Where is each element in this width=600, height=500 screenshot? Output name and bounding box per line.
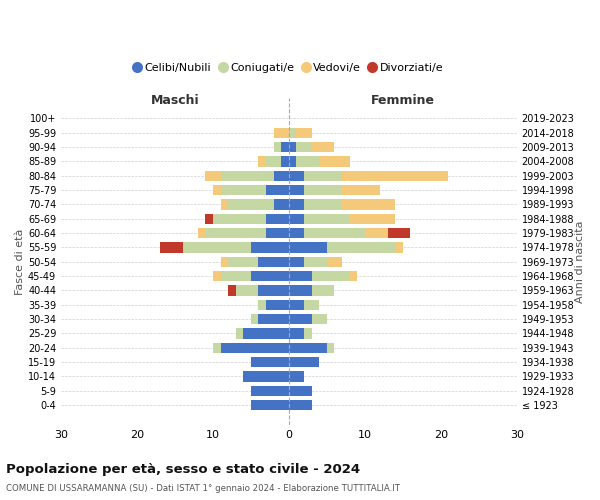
Bar (266, 185, 289, 195)
Bar (319, 156, 350, 166)
Bar (251, 271, 289, 281)
Bar (289, 170, 304, 181)
Bar (395, 242, 403, 252)
Bar (289, 199, 304, 209)
Bar (304, 300, 319, 310)
Bar (205, 228, 266, 238)
Bar (198, 228, 205, 238)
Legend: Celibi/Nubili, Coniugati/e, Vedovi/e, Divorziati/e: Celibi/Nubili, Coniugati/e, Vedovi/e, Di… (130, 58, 448, 78)
Bar (289, 372, 304, 382)
Bar (327, 342, 334, 353)
Bar (289, 314, 311, 324)
Bar (228, 256, 259, 267)
Bar (266, 214, 289, 224)
Bar (304, 328, 311, 338)
Bar (251, 400, 289, 410)
Bar (289, 128, 296, 138)
Bar (350, 271, 357, 281)
Bar (266, 300, 289, 310)
Bar (350, 214, 395, 224)
Bar (259, 286, 289, 296)
Bar (365, 228, 388, 238)
Bar (205, 170, 221, 181)
Bar (251, 357, 289, 368)
Bar (311, 314, 327, 324)
Bar (274, 199, 289, 209)
Bar (289, 156, 296, 166)
Bar (259, 314, 289, 324)
Bar (304, 185, 342, 195)
Y-axis label: Fasce di età: Fasce di età (15, 228, 25, 295)
Bar (289, 256, 304, 267)
Bar (228, 199, 274, 209)
Bar (311, 271, 350, 281)
Text: Maschi: Maschi (151, 94, 199, 107)
Bar (296, 142, 311, 152)
Bar (243, 328, 289, 338)
Bar (236, 328, 243, 338)
Bar (228, 286, 236, 296)
Bar (221, 170, 274, 181)
Bar (221, 256, 228, 267)
Bar (289, 142, 296, 152)
Bar (304, 256, 327, 267)
Bar (266, 156, 281, 166)
Bar (251, 386, 289, 396)
Text: Femmine: Femmine (371, 94, 435, 107)
Bar (304, 214, 350, 224)
Bar (289, 400, 311, 410)
Bar (388, 228, 410, 238)
Bar (221, 342, 289, 353)
Bar (213, 271, 221, 281)
Bar (342, 199, 395, 209)
Bar (236, 286, 259, 296)
Bar (296, 156, 319, 166)
Bar (289, 271, 311, 281)
Bar (251, 314, 259, 324)
Bar (274, 128, 289, 138)
Bar (274, 170, 289, 181)
Bar (304, 228, 365, 238)
Text: COMUNE DI USSARAMANNA (SU) - Dati ISTAT 1° gennaio 2024 - Elaborazione TUTTITALI: COMUNE DI USSARAMANNA (SU) - Dati ISTAT … (6, 484, 400, 493)
Bar (289, 214, 304, 224)
Bar (205, 214, 213, 224)
Bar (311, 286, 334, 296)
Bar (243, 372, 289, 382)
Bar (281, 156, 289, 166)
Bar (274, 142, 281, 152)
Text: Popolazione per età, sesso e stato civile - 2024: Popolazione per età, sesso e stato civil… (6, 462, 360, 475)
Y-axis label: Anni di nascita: Anni di nascita (575, 220, 585, 303)
Bar (327, 242, 395, 252)
Bar (281, 142, 289, 152)
Bar (289, 228, 304, 238)
Bar (259, 156, 266, 166)
Bar (213, 342, 221, 353)
Bar (289, 386, 311, 396)
Bar (259, 300, 266, 310)
Bar (289, 357, 319, 368)
Bar (289, 185, 304, 195)
Bar (342, 170, 448, 181)
Bar (213, 214, 266, 224)
Bar (304, 199, 342, 209)
Bar (327, 256, 342, 267)
Bar (296, 128, 311, 138)
Bar (289, 286, 311, 296)
Bar (182, 242, 251, 252)
Bar (251, 242, 289, 252)
Bar (289, 328, 304, 338)
Bar (221, 271, 251, 281)
Bar (342, 185, 380, 195)
Bar (221, 185, 266, 195)
Bar (221, 199, 228, 209)
Bar (259, 256, 289, 267)
Bar (266, 228, 289, 238)
Bar (289, 342, 327, 353)
Bar (289, 242, 327, 252)
Bar (289, 300, 304, 310)
Bar (311, 142, 334, 152)
Bar (160, 242, 182, 252)
Bar (304, 170, 342, 181)
Bar (213, 185, 221, 195)
